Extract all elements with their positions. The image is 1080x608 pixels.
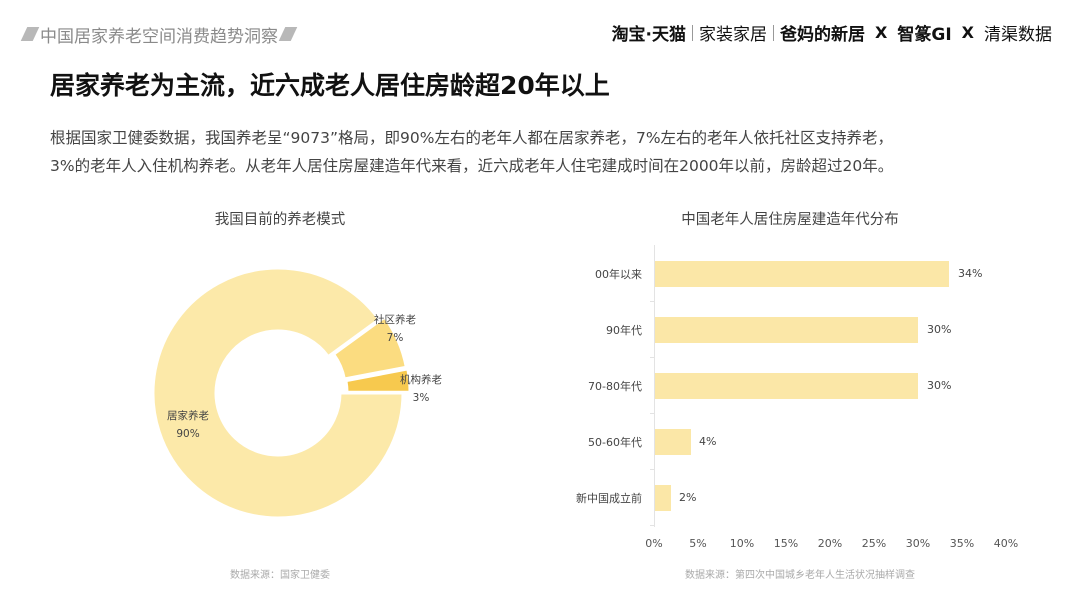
bar-category-label: 00年以来 <box>595 268 642 281</box>
bar-category-label: 新中国成立前 <box>576 492 642 505</box>
donut-label-institution-name: 机构养老 <box>400 374 442 386</box>
donut-label-community: 社区养老 7% <box>370 311 420 347</box>
bar-value-label: 30% <box>927 323 952 336</box>
bar-chart-title: 中国老年人居住房屋建造年代分布 <box>681 212 899 228</box>
donut-label-home-name: 居家养老 <box>167 410 209 422</box>
y-axis-line <box>654 245 655 527</box>
x-tick-label: 40% <box>993 537 1019 550</box>
x-tick-label: 30% <box>905 537 931 550</box>
bar-50s-60s <box>655 429 691 455</box>
bar-pre-1949 <box>655 485 671 511</box>
donut-source: 数据来源：国家卫健委 <box>230 570 330 581</box>
x-tick-label: 5% <box>689 537 707 550</box>
donut-label-home-value: 90% <box>176 428 200 440</box>
brand-parents-home: 爸妈的新居 <box>780 25 866 45</box>
donut-label-community-value: 7% <box>386 332 404 344</box>
bar-value-label: 4% <box>699 435 717 448</box>
bar-category-label: 70-80年代 <box>588 380 642 393</box>
bar-70s-80s <box>655 373 918 399</box>
brand-separator <box>773 24 775 41</box>
x-tick-label: 20% <box>817 537 843 550</box>
bar-value-label: 2% <box>679 491 697 504</box>
brand-separator <box>692 24 694 41</box>
bar-source: 数据来源：第四次中国城乡老年人生活状况抽样调查 <box>685 570 915 581</box>
slash-decoration-icon <box>20 27 40 41</box>
brand-logos: 淘宝·天猫 家装家居 爸妈的新居 X 智篆GI X 清渠数据 <box>612 20 1052 45</box>
section-tag: 中国居家养老空间消费趋势洞察 <box>20 22 298 47</box>
brand-taobao-tmall: 淘宝·天猫 <box>611 25 687 45</box>
bar-value-label: 34% <box>958 267 983 280</box>
y-axis-tick <box>650 357 654 358</box>
description-line-2: 3%的老年人入住机构养老。从老年人居住房屋建造年代来看，近六成老年人住宅建成时间… <box>50 157 894 175</box>
bar-category-label: 50-60年代 <box>588 436 642 449</box>
x-tick-label: 10% <box>729 537 755 550</box>
bar-value-label: 30% <box>927 379 952 392</box>
slash-decoration-icon <box>278 27 298 41</box>
bar-00s <box>655 261 949 287</box>
y-axis-tick <box>650 525 654 526</box>
brand-x: X <box>875 23 888 42</box>
donut-chart <box>151 266 412 520</box>
brand-qingqu-data: 清渠数据 <box>984 25 1052 45</box>
donut-label-institution-value: 3% <box>412 392 430 404</box>
x-tick-label: 35% <box>949 537 975 550</box>
description-line-1: 根据国家卫健委数据，我国养老呈“9073”格局，即90%左右的老年人都在居家养老… <box>50 129 894 147</box>
bar-category-label: 90年代 <box>606 324 642 337</box>
x-tick-label: 25% <box>861 537 887 550</box>
donut-label-home: 居家养老 90% <box>163 407 213 443</box>
donut-label-community-name: 社区养老 <box>374 314 416 326</box>
donut-slice-community <box>331 315 409 381</box>
donut-slice-institution <box>344 367 412 394</box>
section-tag-text: 中国居家养老空间消费趋势洞察 <box>40 26 278 47</box>
x-tick-label: 0% <box>645 537 663 550</box>
y-axis-tick <box>650 413 654 414</box>
donut-chart-title: 我国目前的养老模式 <box>214 212 346 228</box>
donut-label-institution: 机构养老 3% <box>396 371 446 407</box>
bar-90s <box>655 317 918 343</box>
brand-x: X <box>961 23 974 42</box>
page-title: 居家养老为主流，近六成老人居住房龄超20年以上 <box>50 71 610 100</box>
donut-slice-home <box>151 266 405 520</box>
y-axis-tick <box>650 469 654 470</box>
brand-home-decor: 家装家居 <box>699 25 768 45</box>
brand-zhizhuan: 智篆GI <box>897 25 952 45</box>
y-axis-tick <box>650 301 654 302</box>
description: 根据国家卫健委数据，我国养老呈“9073”格局，即90%左右的老年人都在居家养老… <box>50 124 1050 180</box>
x-tick-label: 15% <box>773 537 799 550</box>
